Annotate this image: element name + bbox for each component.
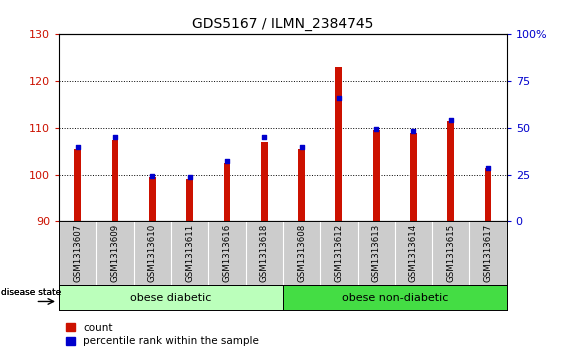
Bar [261, 142, 267, 221]
Point [484, 165, 493, 171]
Point [446, 117, 455, 122]
Text: obese diabetic: obese diabetic [130, 293, 212, 303]
Point [372, 126, 381, 132]
Text: GSM1313611: GSM1313611 [185, 224, 194, 282]
Text: GSM1313616: GSM1313616 [222, 224, 231, 282]
Text: obese non-diabetic: obese non-diabetic [342, 293, 448, 303]
Bar [373, 130, 379, 221]
Bar [224, 163, 230, 221]
Text: GSM1313615: GSM1313615 [446, 224, 455, 282]
Point [260, 134, 269, 140]
Bar [59, 285, 283, 310]
Text: GSM1313608: GSM1313608 [297, 224, 306, 282]
Bar [298, 149, 305, 221]
Text: disease state: disease state [1, 287, 61, 297]
Text: GSM1313614: GSM1313614 [409, 224, 418, 282]
Text: GSM1313618: GSM1313618 [260, 224, 269, 282]
Bar [283, 285, 507, 310]
Text: GSM1313609: GSM1313609 [110, 224, 119, 282]
Bar [448, 121, 454, 221]
Text: GSM1313613: GSM1313613 [372, 224, 381, 282]
Point [297, 144, 306, 150]
Bar [74, 149, 81, 221]
Text: GSM1313617: GSM1313617 [484, 224, 493, 282]
Bar [410, 132, 417, 221]
Title: GDS5167 / ILMN_2384745: GDS5167 / ILMN_2384745 [192, 17, 374, 31]
Point [148, 173, 157, 179]
Point [409, 129, 418, 134]
Bar [336, 67, 342, 221]
Bar [111, 140, 118, 221]
Point [334, 95, 343, 101]
Text: GSM1313607: GSM1313607 [73, 224, 82, 282]
Legend: count, percentile rank within the sample: count, percentile rank within the sample [64, 321, 261, 348]
Bar [485, 168, 491, 221]
Bar [186, 179, 193, 221]
Point [222, 158, 231, 164]
Bar [149, 177, 156, 221]
Point [73, 144, 82, 150]
Text: disease state: disease state [1, 287, 61, 297]
Text: GSM1313612: GSM1313612 [334, 224, 343, 282]
Point [110, 134, 119, 140]
Text: GSM1313610: GSM1313610 [148, 224, 157, 282]
Point [185, 174, 194, 180]
